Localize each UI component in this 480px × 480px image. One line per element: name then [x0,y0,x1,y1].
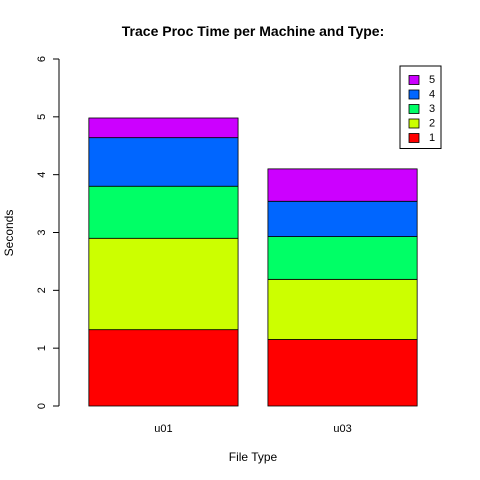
bar-segment-u03-series-3 [267,236,418,280]
bar-segment-u01-series-3 [88,185,239,239]
y-tick-label: 6 [36,56,48,62]
bar-segment-u03-series-5 [267,168,418,202]
legend-swatch-3 [408,104,420,114]
x-axis-labels: u01 u03 [154,423,351,435]
legend-label-3: 3 [429,103,435,115]
y-tick-label: 5 [36,114,48,120]
chart-title: Trace Proc Time per Machine and Type: [122,23,384,39]
y-tick-label: 1 [36,345,48,351]
y-tick-label: 4 [36,172,48,178]
x-tick-label: u03 [333,423,351,435]
legend-swatch-1 [408,133,420,143]
legend-label-2: 2 [429,118,435,130]
y-tick-label: 0 [36,403,48,409]
legend-label-1: 1 [429,132,435,144]
y-tick-label: 2 [36,287,48,293]
legend-swatch-5 [408,75,420,85]
legend-box [399,65,442,149]
bar-segment-u03-series-1 [267,339,418,407]
bar-segment-u01-series-2 [88,237,239,331]
bar-segment-u03-series-2 [267,278,418,340]
bar-segment-u01-series-4 [88,137,239,187]
legend-label-5: 5 [429,74,435,86]
bar-segment-u03-series-4 [267,200,418,237]
x-axis-title: File Type [229,450,278,464]
x-tick-label: u01 [154,423,172,435]
legend-swatch-4 [408,89,420,100]
legend-label-4: 4 [429,89,435,101]
bar-segment-u01-series-5 [88,117,239,139]
y-tick-label: 3 [36,229,48,235]
legend-swatch-2 [408,118,420,129]
bars [88,117,418,407]
legend: 5 4 3 2 1 [399,65,442,149]
y-axis-title: Seconds [2,210,16,257]
bar-segment-u01-series-1 [88,329,239,407]
y-axis: 0 1 2 3 4 5 6 [36,56,60,409]
